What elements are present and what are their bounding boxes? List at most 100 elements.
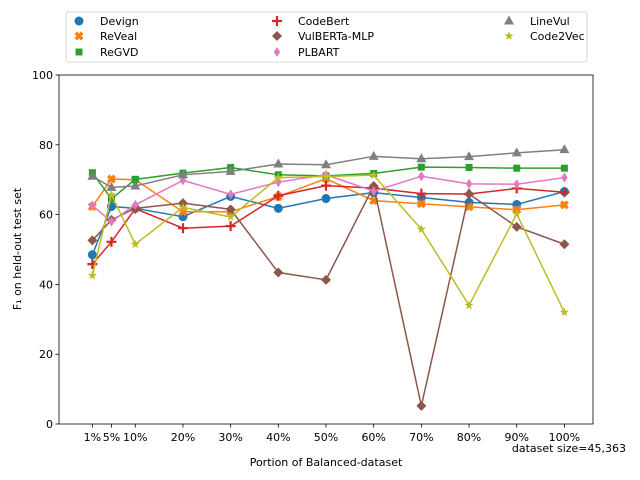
series-line [91, 174, 565, 223]
data-point [513, 179, 520, 190]
series-plbart [89, 169, 568, 227]
x-axis-label: Portion of Balanced-dataset [250, 456, 403, 469]
data-point [368, 180, 379, 191]
data-point [416, 188, 427, 199]
data-point [225, 165, 236, 175]
data-point [465, 178, 473, 189]
legend-marker [272, 16, 282, 26]
data-point [559, 187, 570, 198]
dataset-size-annotation: dataset size=45,363 [512, 442, 626, 455]
legend-marker [272, 31, 282, 41]
legend: Devign ReVeal ReGVD CodeBert VulBERTa-MLP PLB… [65, 11, 588, 63]
data-point [226, 212, 236, 221]
legend-item: Devign [74, 15, 139, 28]
legend-label: ReVeal [100, 30, 137, 43]
data-point [177, 169, 188, 179]
data-point [416, 153, 427, 163]
x-tick-label: 40% [266, 431, 290, 444]
data-point [368, 150, 379, 160]
data-point [87, 235, 98, 246]
legend-marker [504, 31, 514, 40]
data-point [417, 163, 425, 171]
series-line [91, 184, 565, 265]
legend-marker [74, 31, 84, 41]
x-tick-label: 30% [218, 431, 242, 444]
data-point [511, 221, 522, 232]
data-point [559, 200, 569, 210]
data-point [416, 199, 426, 209]
data-point [273, 203, 283, 213]
y-tick-label: 80 [39, 139, 53, 152]
y-tick-label: 100 [32, 69, 53, 82]
data-point [418, 171, 425, 182]
data-point [513, 164, 521, 172]
data-point [106, 236, 117, 247]
data-point [369, 170, 379, 180]
legend-label: LineVul [530, 15, 570, 28]
data-point [321, 194, 331, 204]
data-point [273, 172, 283, 182]
series-line [91, 177, 565, 213]
legend-item: Code2Vec [504, 30, 585, 43]
data-point [321, 171, 331, 181]
data-point [106, 174, 116, 184]
data-point [273, 158, 284, 168]
data-point [87, 170, 98, 180]
data-point [87, 270, 97, 280]
legend-marker [273, 47, 281, 57]
series-line [91, 166, 565, 200]
data-point [370, 186, 377, 197]
data-point [559, 239, 570, 250]
data-point [87, 250, 97, 260]
x-tick-label: 5% [103, 431, 120, 444]
data-point [321, 159, 331, 169]
data-point [273, 267, 284, 278]
x-tick-label: 50% [314, 431, 338, 444]
legend-marker [75, 48, 83, 56]
legend-label: PLBART [298, 46, 340, 59]
legend-frame [65, 11, 588, 63]
legend-item: PLBART [273, 46, 340, 59]
data-point [464, 300, 474, 310]
x-tick-label: 1% [84, 431, 101, 444]
data-point [89, 200, 96, 211]
data-point [225, 221, 236, 232]
legend-item: ReVeal [74, 30, 137, 43]
data-point [416, 224, 426, 234]
legend-item: ReGVD [75, 46, 138, 59]
data-point [106, 189, 117, 199]
data-point [225, 204, 236, 215]
y-tick-label: 40 [39, 278, 53, 291]
series-line [91, 183, 565, 407]
legend-item: LineVul [504, 15, 570, 28]
data-point [511, 147, 522, 157]
series-linevul [87, 144, 570, 191]
data-point [227, 189, 234, 200]
data-point [107, 195, 115, 203]
legend-marker [74, 16, 84, 26]
data-point [321, 180, 331, 191]
x-tick-label: 90% [504, 431, 528, 444]
data-point [512, 209, 522, 218]
x-tick-label: 60% [361, 431, 385, 444]
series-line [92, 148, 565, 189]
x-tick-label: 20% [171, 431, 195, 444]
legend-label: ReGVD [100, 46, 138, 59]
data-point [321, 274, 331, 285]
data-point [465, 163, 473, 171]
plot-area: 0 20 40 60 80 100 1% 5% 10% 20% 30% 40% 50% 60% 70% 80%… [32, 69, 594, 444]
data-point [464, 151, 475, 161]
series-vulberta-mlp [87, 180, 570, 411]
legend-label: Code2Vec [530, 30, 585, 43]
y-tick-label: 0 [46, 418, 53, 431]
data-point [464, 189, 475, 200]
data-point [130, 180, 141, 190]
y-tick-label: 20 [39, 348, 53, 361]
data-point [131, 175, 139, 183]
data-point [561, 172, 568, 183]
legend-label: CodeBert [298, 15, 350, 28]
data-point [416, 400, 427, 411]
data-point [106, 181, 117, 191]
data-point [178, 202, 188, 212]
